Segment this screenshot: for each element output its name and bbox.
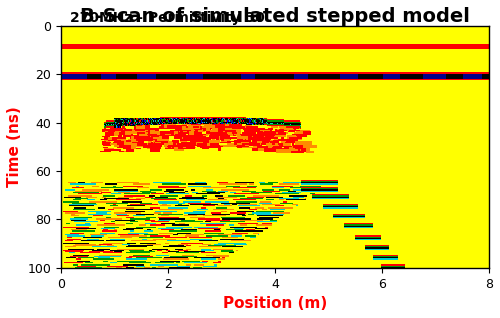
Y-axis label: Time (ns): Time (ns) bbox=[7, 107, 22, 187]
Text: 270MHz - Permittivity 30: 270MHz - Permittivity 30 bbox=[70, 11, 264, 25]
X-axis label: Position (m): Position (m) bbox=[223, 296, 327, 311]
Title: B-Scan of simulated stepped model: B-Scan of simulated stepped model bbox=[80, 7, 470, 26]
